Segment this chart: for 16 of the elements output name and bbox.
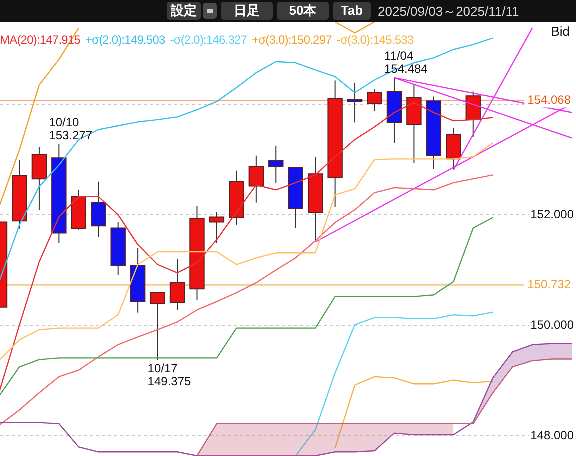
y-tick-label: 150.000 [530, 318, 574, 332]
text: -σ(3.0):145.533 [336, 33, 414, 47]
ref-line-label: 150.732 [528, 277, 572, 292]
annotation: Tab [333, 2, 371, 20]
chart-title: 2025/09/03～2025/11/11 [378, 3, 520, 21]
annotation: 設定 [167, 2, 201, 20]
y-tick-label: 152.000 [530, 207, 574, 222]
annotation: Bid [551, 24, 570, 39]
annotation: 日足 [221, 2, 273, 20]
ref-line-label: 154.068 [528, 93, 572, 108]
annotation: 10/17 149.375 [148, 361, 192, 388]
text: +σ(2.0):149.503 [85, 33, 166, 47]
text: -σ(2.0):146.327 [170, 33, 248, 47]
series-label: +σ(3.0):150.297 [252, 33, 332, 47]
annotation: 50本 [277, 2, 329, 20]
y-tick-label: 148.000 [530, 428, 574, 442]
